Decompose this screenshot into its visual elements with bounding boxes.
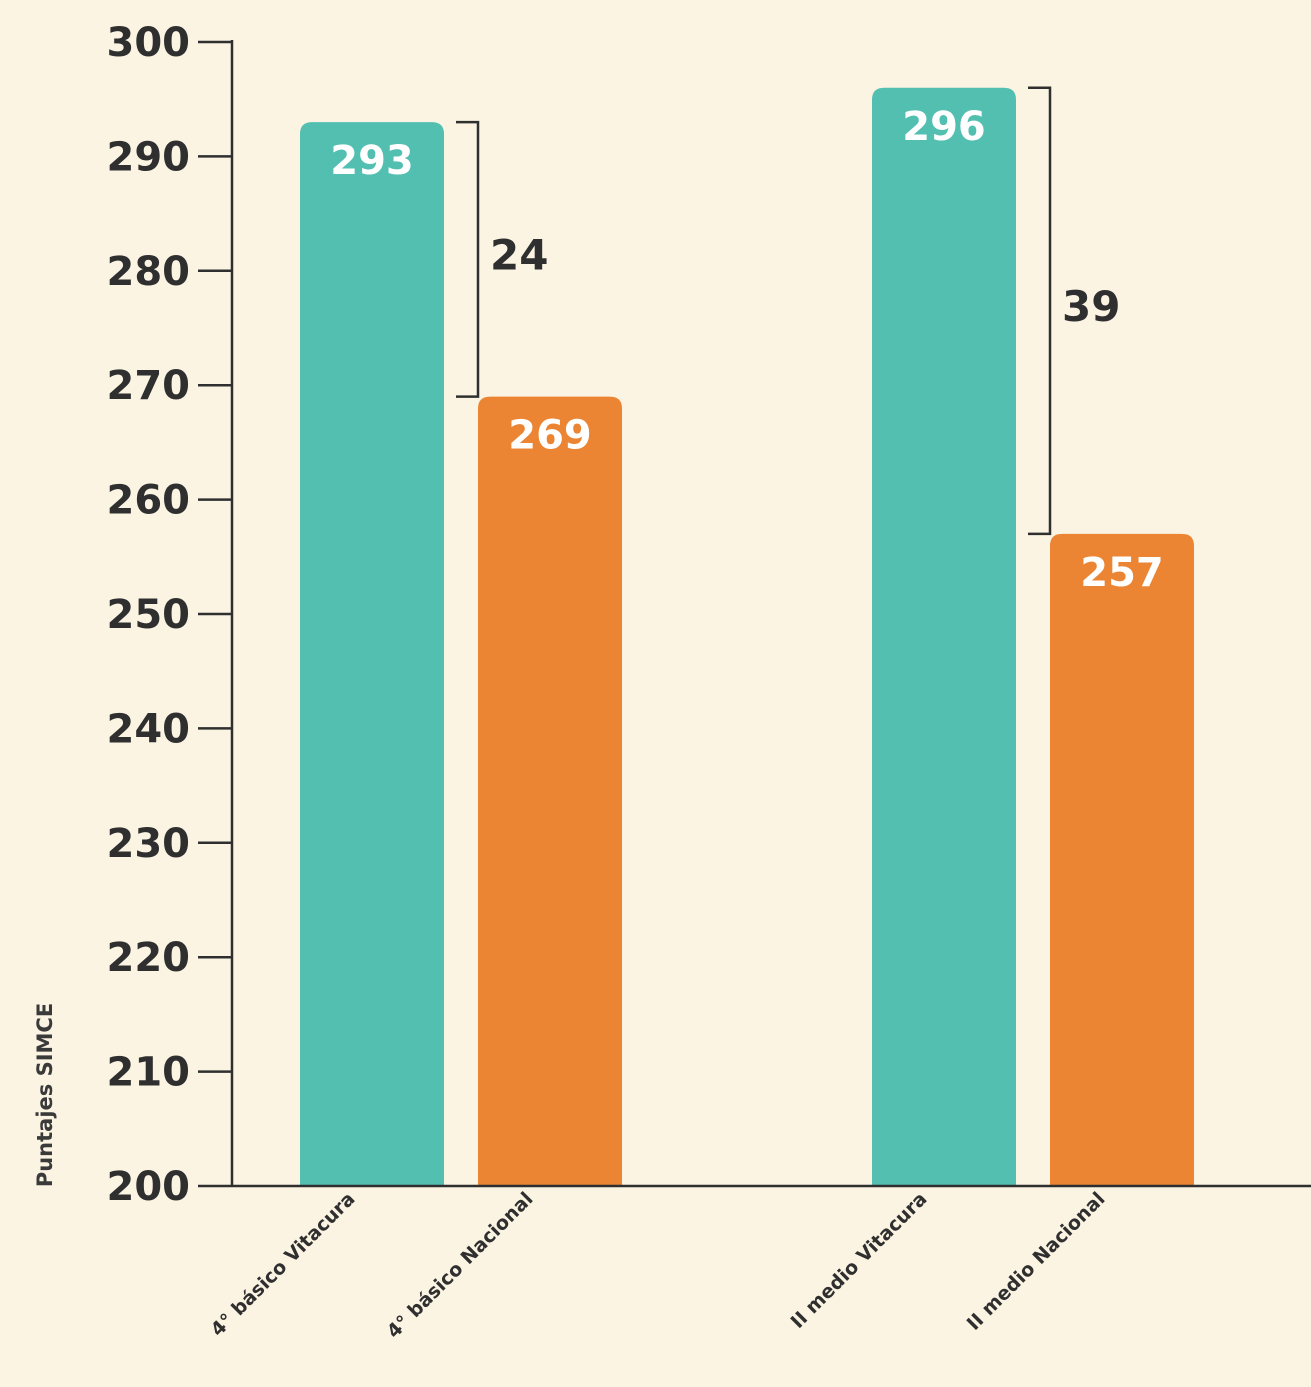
y-axis: 200 210 220 230 240 250 260 270 280 290 300	[107, 20, 232, 1210]
x-axis-labels: 4° básico Vitacura 4° básico Nacional II m…	[207, 1188, 1110, 1343]
difference-bracket	[1028, 86, 1052, 536]
x-category-label: 4° básico Vitacura	[207, 1188, 360, 1341]
bar	[1050, 533, 1194, 1186]
y-tick-label: 290	[107, 134, 191, 180]
bar	[300, 122, 444, 1187]
difference-brackets: 24 39	[456, 86, 1120, 536]
difference-label: 39	[1062, 282, 1120, 331]
y-axis-title: Puntajes SIMCE	[33, 1003, 57, 1187]
y-tick-label: 230	[107, 821, 191, 867]
x-category-label: 4° básico Nacional	[383, 1188, 538, 1343]
y-tick-label: 240	[107, 706, 191, 752]
difference-bracket	[456, 120, 480, 398]
bar	[872, 87, 1016, 1186]
y-tick-label: 250	[107, 592, 191, 638]
bar-value-label: 296	[902, 104, 986, 150]
y-tick-label: 260	[107, 478, 191, 524]
y-tick-label: 210	[107, 1050, 191, 1096]
y-tick-label: 270	[107, 363, 191, 409]
y-tick-label: 300	[107, 20, 191, 66]
difference-label: 24	[490, 230, 548, 279]
x-category-label: II medio Vitacura	[787, 1188, 932, 1333]
bar-value-label: 269	[508, 413, 592, 459]
y-tick-label: 280	[107, 249, 191, 295]
bars: 293 269 296 257	[300, 87, 1194, 1187]
bar	[478, 396, 622, 1186]
y-tick-label: 220	[107, 935, 191, 981]
y-tick-label: 200	[107, 1164, 191, 1210]
bar-value-label: 293	[330, 138, 414, 184]
bar-value-label: 257	[1080, 550, 1164, 596]
x-category-label: II medio Nacional	[963, 1188, 1110, 1335]
